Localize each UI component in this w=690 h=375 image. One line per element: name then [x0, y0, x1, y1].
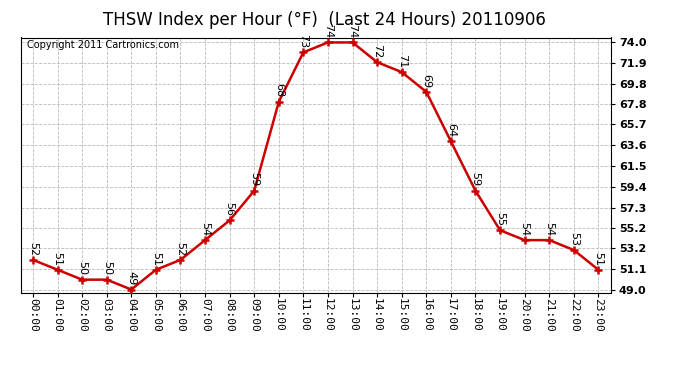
Text: 64: 64: [446, 123, 456, 137]
Text: 54: 54: [544, 222, 554, 236]
Text: 53: 53: [569, 232, 579, 246]
Text: 72: 72: [372, 44, 382, 58]
Text: 50: 50: [101, 261, 112, 276]
Text: 51: 51: [151, 252, 161, 266]
Text: 49: 49: [126, 271, 137, 285]
Text: 54: 54: [200, 222, 210, 236]
Text: 69: 69: [422, 74, 431, 88]
Text: 74: 74: [323, 24, 333, 38]
Text: 50: 50: [77, 261, 87, 276]
Text: 55: 55: [495, 212, 505, 226]
Text: 59: 59: [249, 172, 259, 186]
Text: 52: 52: [28, 242, 38, 256]
Text: Copyright 2011 Cartronics.com: Copyright 2011 Cartronics.com: [27, 40, 179, 50]
Text: THSW Index per Hour (°F)  (Last 24 Hours) 20110906: THSW Index per Hour (°F) (Last 24 Hours)…: [103, 11, 546, 29]
Text: 68: 68: [274, 84, 284, 98]
Text: 59: 59: [471, 172, 480, 186]
Text: 73: 73: [298, 34, 308, 48]
Text: 74: 74: [348, 24, 357, 38]
Text: 51: 51: [593, 252, 603, 266]
Text: 71: 71: [397, 54, 406, 68]
Text: 52: 52: [175, 242, 186, 256]
Text: 51: 51: [52, 252, 63, 266]
Text: 56: 56: [225, 202, 235, 216]
Text: 54: 54: [520, 222, 530, 236]
